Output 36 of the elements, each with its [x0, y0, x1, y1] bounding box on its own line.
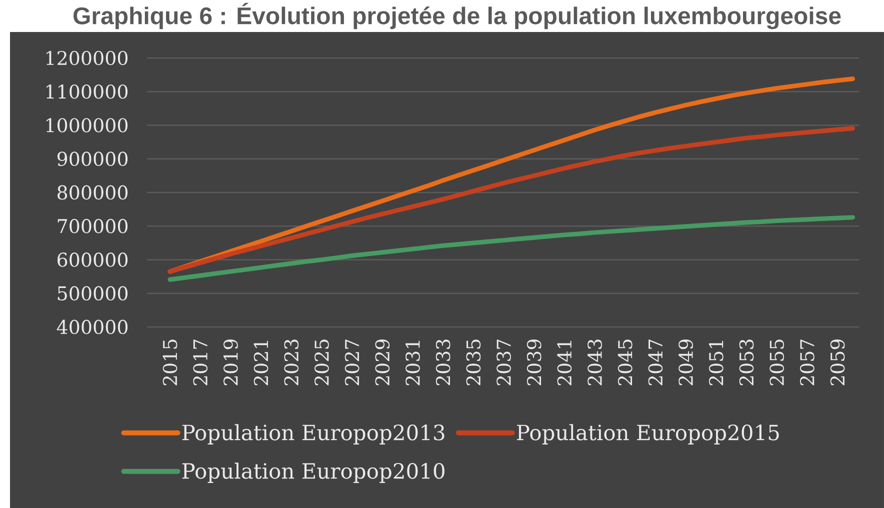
- legend-label: Population Europop2013: [182, 424, 444, 445]
- x-tick-label: 2043: [588, 340, 602, 386]
- x-tick-label: 2045: [618, 340, 632, 386]
- y-tick-label: 1000000: [46, 118, 128, 132]
- y-tick-label: 500000: [58, 286, 128, 301]
- x-tick-label: 2033: [436, 340, 450, 386]
- y-tick-label: 1200000: [46, 50, 128, 66]
- x-tick-label: 2031: [406, 340, 420, 386]
- x-tick-label: 2047: [648, 340, 663, 386]
- x-tick-label: 2019: [224, 339, 238, 386]
- y-tick-label: 600000: [58, 252, 128, 267]
- x-tick-label: 2029: [375, 339, 390, 386]
- x-tick-label: 2051: [708, 340, 724, 386]
- legend-label: Population Europop2010: [182, 462, 444, 483]
- y-tick-label: 400000: [56, 320, 128, 334]
- x-tick-label: 2021: [254, 340, 268, 386]
- y-tick-label: 1100000: [46, 84, 128, 99]
- y-tick-label: 700000: [58, 218, 128, 234]
- x-tick-label: 2037: [496, 340, 511, 386]
- x-tick-label: 2017: [193, 340, 208, 386]
- x-tick-label: 2039: [526, 339, 542, 386]
- x-tick-label: 2055: [770, 340, 784, 386]
- x-tick-label: 2053: [739, 340, 754, 386]
- chart-title: Graphique 6 : Évolution projetée de la population luxembourgeoise: [74, 2, 841, 30]
- x-tick-label: 2059: [830, 339, 845, 386]
- x-tick-label: 2035: [466, 340, 481, 386]
- x-tick-label: 2023: [284, 340, 299, 386]
- x-tick-label: 2041: [557, 340, 572, 386]
- x-tick-label: 2015: [162, 340, 178, 386]
- x-tick-label: 2027: [344, 340, 360, 386]
- x-tick-label: 2025: [314, 340, 329, 386]
- legend-label: Population Europop2015: [517, 424, 779, 445]
- y-tick-label: 800000: [58, 185, 128, 200]
- x-tick-label: 2049: [678, 339, 693, 386]
- y-tick-label: 900000: [57, 152, 128, 166]
- x-tick-label: 2057: [800, 340, 814, 386]
